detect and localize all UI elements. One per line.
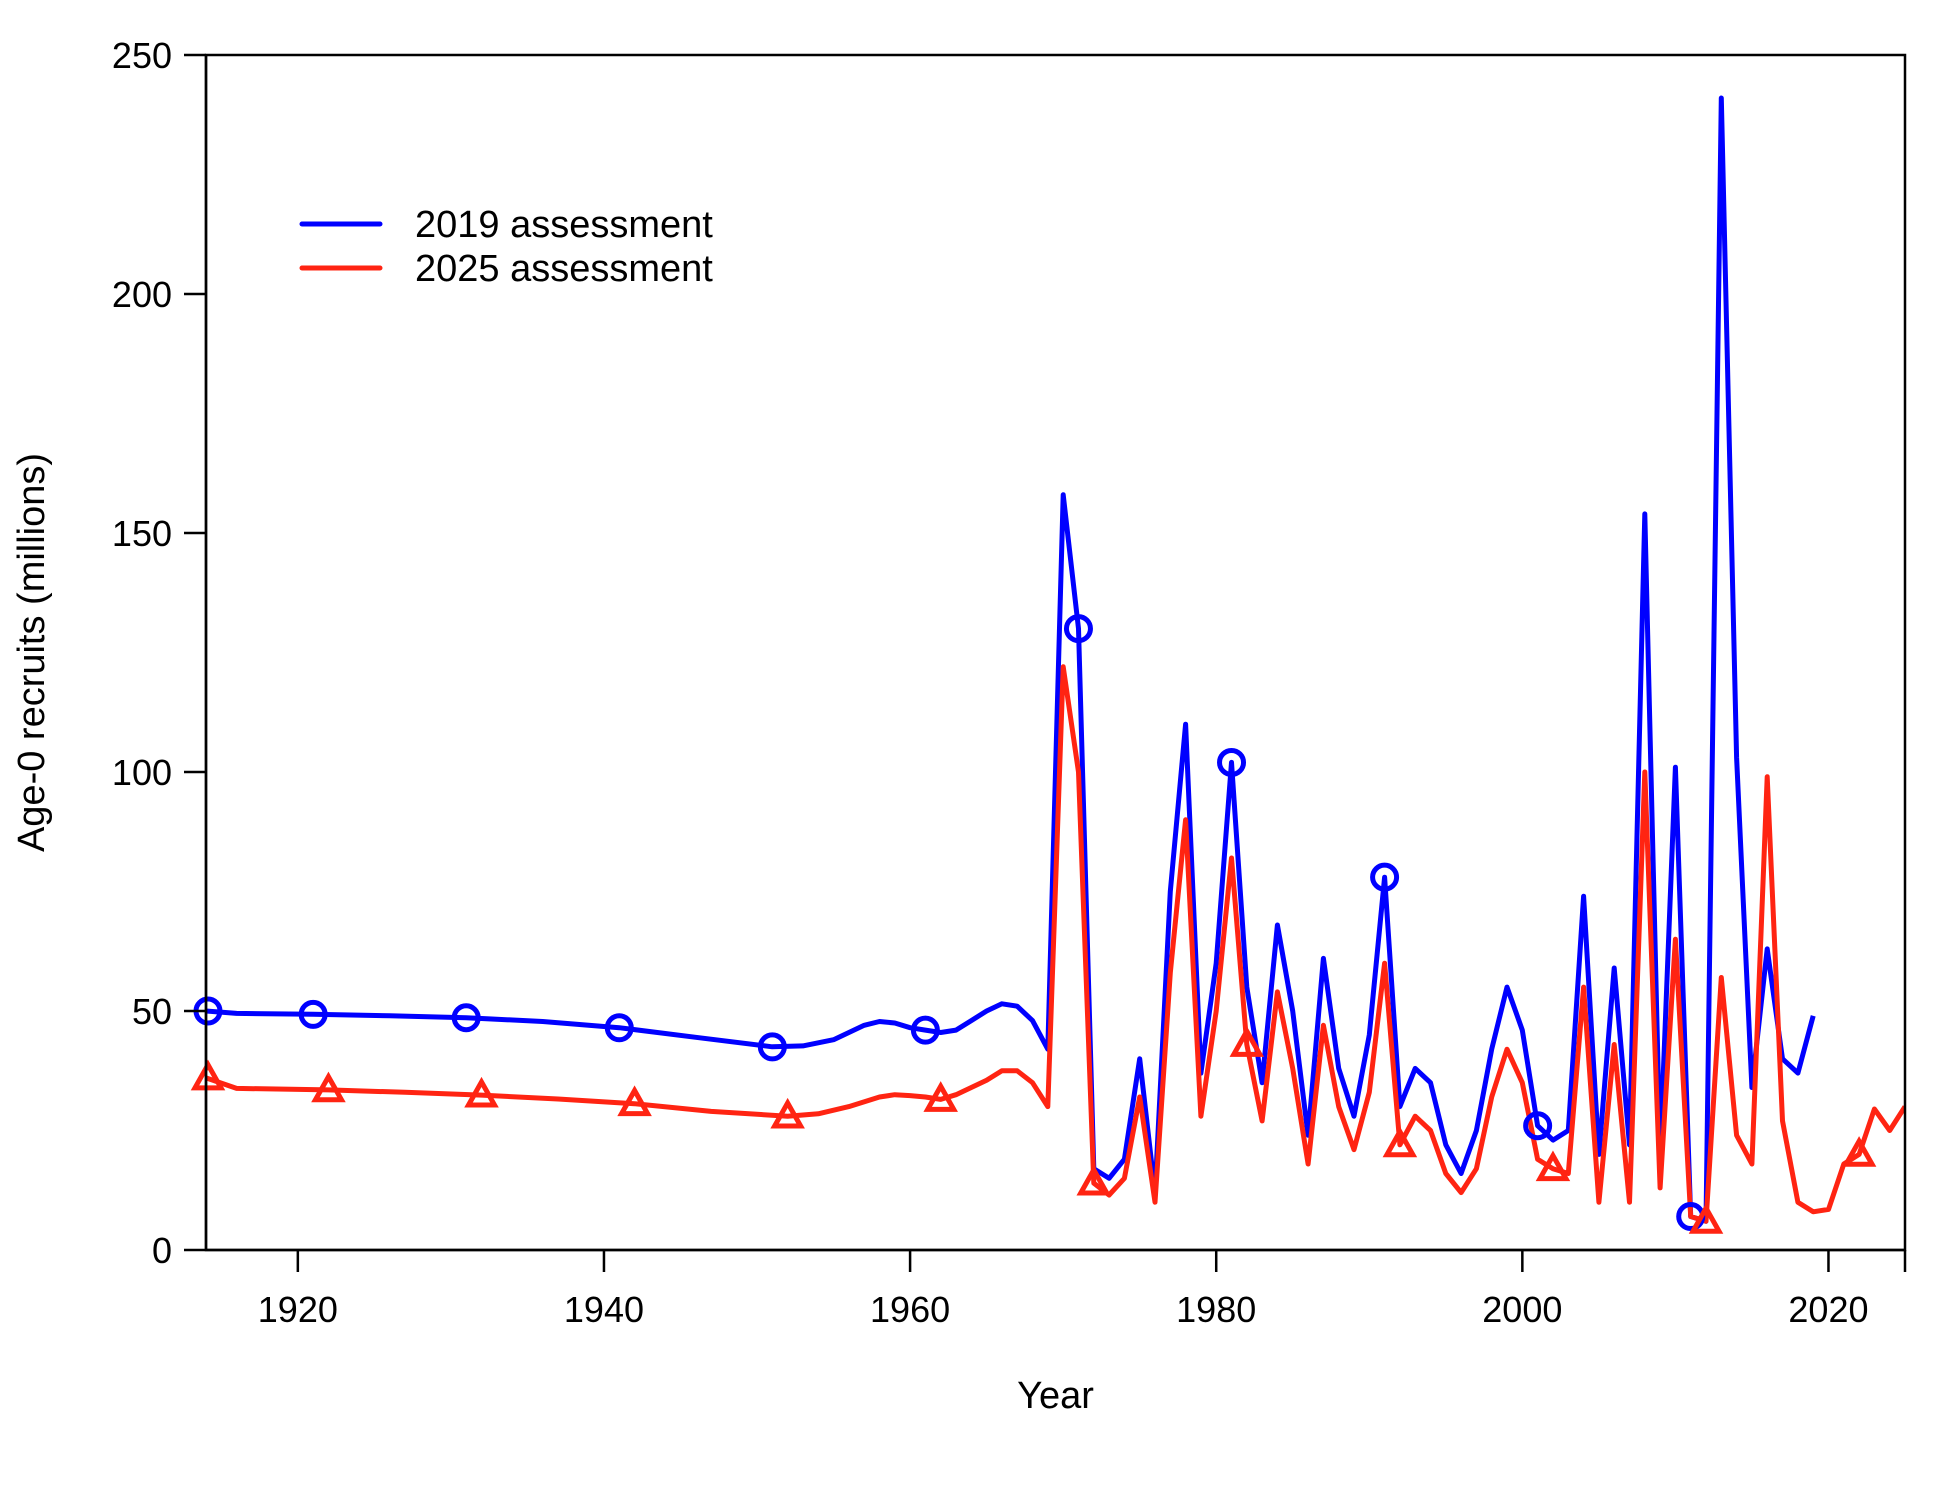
y-tick-label-200: 200 bbox=[112, 274, 172, 315]
x-axis-title: Year bbox=[1017, 1375, 1094, 1417]
marker-layer bbox=[190, 614, 1877, 1234]
x-tick-label-2020: 2020 bbox=[1788, 1289, 1868, 1330]
marker-2025-1922 bbox=[311, 1071, 346, 1103]
legend-label-2019: 2019 assessment bbox=[415, 204, 713, 246]
y-tick-label-100: 100 bbox=[112, 752, 172, 793]
marker-2025-1952 bbox=[770, 1097, 805, 1129]
x-tick-label-1920: 1920 bbox=[258, 1289, 338, 1330]
x-tick-label-1960: 1960 bbox=[870, 1289, 950, 1330]
marker-2025-1914 bbox=[190, 1059, 226, 1091]
marker-2019-1931 bbox=[451, 1003, 481, 1033]
x-axis: 1920 1940 1960 1980 2000 2020 bbox=[206, 1248, 1907, 1330]
y-axis-title: Age-0 recruits (millions) bbox=[11, 453, 53, 852]
marker-2019-1991 bbox=[1370, 862, 1400, 892]
series-line-2025 bbox=[206, 664, 1905, 1224]
marker-2019-1981 bbox=[1217, 747, 1247, 777]
y-tick-label-250: 250 bbox=[112, 35, 172, 76]
marker-2025-1962 bbox=[923, 1081, 958, 1112]
marker-2025-1932 bbox=[464, 1076, 499, 1108]
x-tick-label-1980: 1980 bbox=[1176, 1289, 1256, 1330]
y-tick-label-0: 0 bbox=[152, 1230, 172, 1271]
marker-2025-1972 bbox=[1076, 1164, 1112, 1196]
y-tick-label-150: 150 bbox=[112, 513, 172, 554]
marker-2025-1992 bbox=[1382, 1126, 1418, 1158]
marker-2025-2002 bbox=[1535, 1150, 1571, 1182]
marker-2025-2012 bbox=[1688, 1203, 1724, 1234]
marker-2025-2022 bbox=[1841, 1136, 1877, 1167]
marker-2019-1971 bbox=[1063, 614, 1093, 644]
marker-2019-1921 bbox=[298, 999, 328, 1029]
marker-2019-2001 bbox=[1523, 1111, 1553, 1141]
legend: 2019 assessment 2025 assessment bbox=[299, 204, 713, 290]
marker-2019-1941 bbox=[604, 1013, 634, 1043]
marker-2025-1942 bbox=[617, 1085, 652, 1117]
marker-2025-1982 bbox=[1229, 1026, 1265, 1057]
legend-label-2025: 2025 assessment bbox=[415, 248, 713, 290]
y-axis: 0 50 100 150 200 250 bbox=[112, 35, 208, 1271]
x-tick-label-1940: 1940 bbox=[564, 1289, 644, 1330]
x-tick-label-2000: 2000 bbox=[1482, 1289, 1562, 1330]
series-layer bbox=[206, 95, 1905, 1224]
y-tick-label-50: 50 bbox=[132, 991, 172, 1032]
marker-2019-1961 bbox=[910, 1015, 940, 1045]
marker-2019-1951 bbox=[757, 1032, 787, 1062]
series-line-2019 bbox=[206, 95, 1816, 1224]
